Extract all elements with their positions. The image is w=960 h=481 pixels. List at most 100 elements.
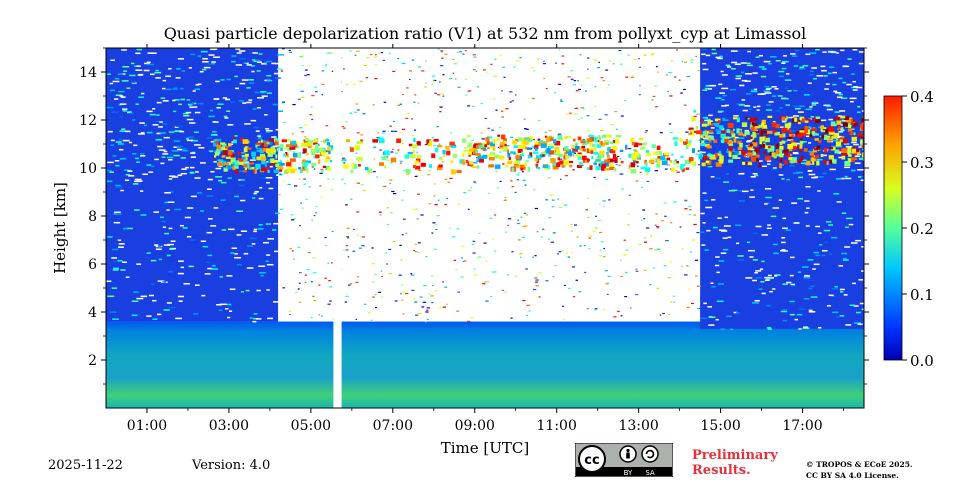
cirrus-cell — [429, 164, 433, 168]
cirrus-cell — [407, 151, 413, 155]
day-speckle — [547, 177, 552, 179]
cirrus-cell — [311, 150, 316, 156]
cirrus-cell — [758, 163, 761, 168]
noise-speckle — [247, 245, 254, 247]
noise-speckle — [841, 252, 848, 255]
noise-speckle — [107, 295, 115, 298]
noise-speckle — [241, 152, 246, 154]
cirrus-cell — [568, 135, 572, 138]
noise-speckle — [861, 245, 864, 248]
cirrus-cell — [502, 146, 509, 151]
cirrus-cell — [298, 167, 302, 170]
noise-speckle — [815, 225, 820, 228]
day-speckle — [495, 143, 498, 145]
noise-speckle — [181, 149, 189, 152]
day-speckle — [472, 105, 475, 108]
day-speckle — [458, 203, 461, 205]
cirrus-cell — [685, 143, 692, 147]
day-speckle — [511, 251, 514, 253]
day-speckle — [526, 314, 529, 317]
day-speckle — [300, 202, 302, 204]
noise-speckle — [135, 180, 143, 182]
cirrus-cell — [600, 161, 605, 165]
noise-speckle — [258, 53, 263, 55]
colorbar-tick-label: 0.3 — [910, 154, 934, 172]
cirrus-cell — [860, 139, 863, 144]
noise-speckle — [120, 189, 124, 192]
day-speckle — [576, 236, 579, 238]
cirrus-cell — [679, 138, 683, 143]
noise-speckle — [162, 226, 166, 228]
day-speckle — [433, 79, 437, 82]
day-speckle — [657, 71, 660, 73]
cirrus-cell — [220, 142, 226, 145]
day-speckle — [624, 271, 628, 273]
day-speckle — [507, 218, 512, 220]
noise-speckle — [767, 274, 772, 277]
noise-speckle — [843, 143, 850, 145]
noise-speckle — [277, 54, 285, 56]
day-speckle — [340, 91, 343, 93]
day-speckle — [419, 296, 423, 298]
noise-speckle — [157, 313, 162, 316]
day-speckle — [670, 60, 673, 62]
cirrus-cell — [357, 156, 363, 161]
cirrus-cell — [480, 147, 484, 150]
day-speckle — [291, 250, 294, 252]
noise-speckle — [838, 131, 844, 133]
cirrus-cell — [745, 162, 749, 165]
day-speckle — [320, 195, 323, 198]
cirrus-cell — [277, 166, 284, 170]
cirrus-cell — [548, 152, 552, 157]
noise-speckle — [754, 88, 758, 91]
cirrus-cell — [510, 151, 514, 154]
noise-speckle — [240, 199, 246, 202]
cirrus-cell — [704, 143, 710, 147]
noise-speckle — [162, 153, 169, 155]
day-speckle — [440, 93, 444, 95]
cirrus-cell — [605, 134, 612, 138]
cirrus-cell — [743, 154, 746, 158]
cirrus-cell — [856, 150, 861, 155]
noise-speckle — [700, 317, 707, 320]
cirrus-cell — [569, 164, 573, 168]
noise-speckle — [162, 79, 167, 82]
cirrus-cell — [446, 150, 451, 156]
cirrus-cell — [478, 145, 483, 149]
noise-speckle — [774, 88, 779, 90]
day-speckle — [392, 192, 397, 195]
cirrus-cell — [829, 159, 832, 164]
noise-speckle — [130, 62, 135, 65]
noise-speckle — [253, 127, 259, 129]
day-speckle — [481, 138, 485, 140]
day-speckle — [292, 133, 294, 135]
cirrus-cell — [521, 151, 524, 155]
day-speckle — [495, 171, 498, 173]
cirrus-cell — [728, 147, 733, 151]
day-speckle — [635, 270, 639, 272]
noise-speckle — [714, 264, 720, 267]
day-speckle — [572, 169, 575, 171]
cirrus-cell — [307, 140, 314, 144]
noise-speckle — [225, 98, 231, 101]
noise-speckle — [135, 52, 141, 55]
day-speckle — [400, 293, 403, 295]
day-speckle — [369, 53, 373, 56]
noise-speckle — [126, 87, 131, 89]
day-speckle — [447, 181, 450, 183]
day-speckle — [491, 271, 496, 273]
day-speckle — [298, 272, 302, 274]
noise-speckle — [761, 234, 769, 236]
cirrus-cell — [258, 136, 262, 140]
noise-speckle — [787, 139, 794, 141]
cirrus-cell — [213, 139, 218, 143]
day-speckle — [449, 177, 453, 180]
noise-speckle — [154, 244, 159, 246]
noise-speckle — [740, 71, 745, 74]
day-speckle — [462, 260, 465, 263]
noise-speckle — [242, 161, 250, 163]
noise-speckle — [121, 49, 127, 51]
day-speckle — [693, 214, 697, 216]
day-speckle — [474, 162, 478, 164]
noise-speckle — [791, 202, 798, 204]
